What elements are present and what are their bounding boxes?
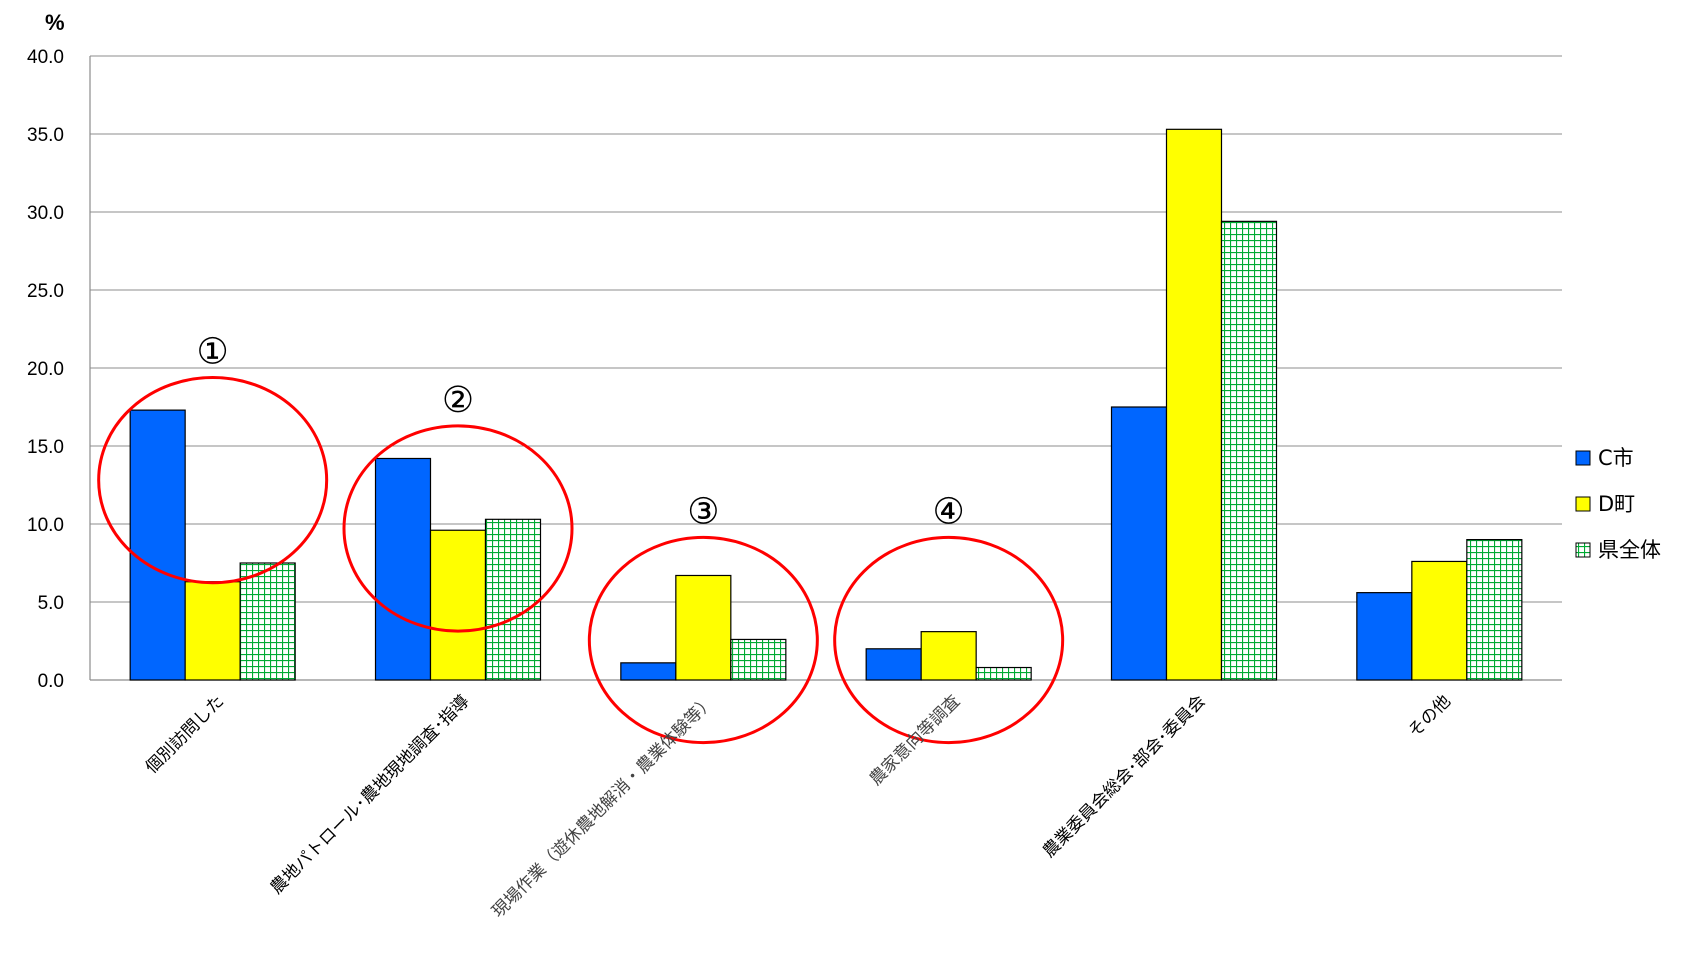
- y-tick-label: 15.0: [27, 437, 64, 458]
- annotation-circle: [97, 376, 329, 585]
- category-label: 農業委員会総会･部会･委員会: [1039, 691, 1209, 861]
- annotation-number: ①: [197, 332, 229, 373]
- y-tick-label: 40.0: [27, 47, 64, 68]
- bar-D町: [184, 581, 241, 681]
- bar-D町: [429, 529, 487, 681]
- category-label: 農地パトロール･農地現地調査･指導: [267, 691, 474, 898]
- bar-県全体: [484, 518, 542, 681]
- bar-C市: [865, 648, 922, 681]
- axes: 0.0 5.0 10.0 15.0 20.0 25.0 30.0 35.0 40.0: [27, 47, 1562, 692]
- legend-label: D町: [1598, 492, 1635, 516]
- category-labels: 個別訪問した 農地パトロール･農地現地調査･指導 現場作業（遊休農地解消・農業体験等…: [142, 691, 1455, 922]
- y-axis-unit: %: [45, 10, 65, 35]
- bar-県全体: [975, 666, 1032, 681]
- bar-県全体: [730, 638, 787, 681]
- category-label: 現場作業（遊休農地解消・農業体験等）: [488, 691, 719, 922]
- y-tick-label: 25.0: [27, 281, 64, 302]
- bar-D町: [1411, 560, 1468, 681]
- legend-label: 県全体: [1598, 538, 1661, 562]
- annotation-circle: [833, 535, 1065, 745]
- bar-D町: [675, 574, 732, 681]
- bar-C市: [129, 409, 186, 681]
- y-tick-label: 20.0: [27, 359, 64, 380]
- legend-label: C市: [1598, 446, 1634, 470]
- annotation-number: ④: [933, 491, 965, 532]
- bar-C市: [1356, 592, 1413, 681]
- legend-swatch: [1575, 496, 1591, 512]
- legend-swatch: [1575, 542, 1591, 558]
- y-tick-label: 10.0: [27, 515, 64, 536]
- bar-県全体: [239, 562, 296, 681]
- category-label: 農家意向等調査: [866, 691, 964, 789]
- annotation-circle: [587, 535, 819, 745]
- bar-C市: [374, 457, 432, 681]
- bar-C市: [1110, 406, 1168, 681]
- bar-県全体: [1220, 220, 1278, 681]
- y-tick-label: 0.0: [38, 671, 64, 692]
- legend-swatch: [1575, 450, 1591, 466]
- y-tick-label: 35.0: [27, 125, 64, 146]
- y-tick-label: 5.0: [38, 593, 64, 614]
- bar-D町: [1165, 128, 1223, 681]
- annotation-number: ②: [442, 380, 474, 421]
- bar-県全体: [1466, 538, 1523, 681]
- y-tick-label: 30.0: [27, 203, 64, 224]
- annotation-circle: [342, 424, 574, 633]
- bar-D町: [920, 631, 977, 681]
- annotation-number: ③: [687, 491, 719, 532]
- annotations: ① ② ③ ④: [97, 332, 1065, 745]
- category-label: 個別訪問した: [142, 691, 228, 777]
- category-label: その他: [1405, 691, 1455, 741]
- gridlines: [90, 55, 1562, 681]
- bar-C市: [620, 662, 677, 681]
- bars: [129, 128, 1523, 681]
